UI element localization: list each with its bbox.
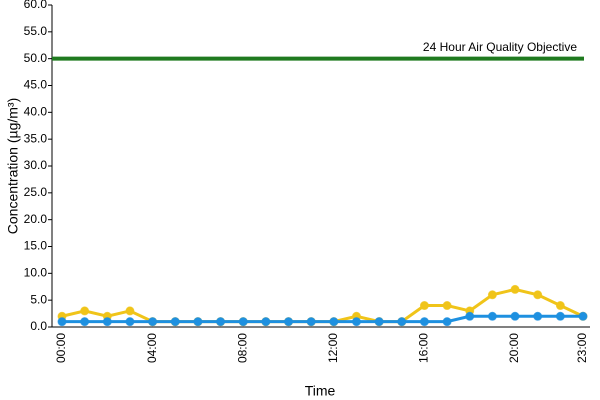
point — [397, 317, 407, 327]
x-tick-label: 08:00 — [235, 333, 249, 363]
point — [284, 317, 294, 327]
point — [442, 301, 452, 311]
point — [57, 317, 67, 327]
point — [487, 290, 497, 300]
point — [125, 317, 135, 327]
point — [555, 311, 565, 321]
y-tick-label: 40.0 — [24, 105, 48, 119]
point — [170, 317, 180, 327]
point — [261, 317, 271, 327]
y-tick-label: 25.0 — [24, 185, 48, 199]
y-tick-label: 10.0 — [24, 266, 48, 280]
objective-label: 24 Hour Air Quality Objective — [423, 40, 577, 54]
point — [510, 311, 520, 321]
point — [487, 311, 497, 321]
point — [80, 317, 90, 327]
y-tick-label: 15.0 — [24, 239, 48, 253]
point — [148, 317, 158, 327]
point — [442, 317, 452, 327]
y-tick-label: 35.0 — [24, 131, 48, 145]
x-tick-label: 20:00 — [507, 333, 521, 363]
point — [238, 317, 248, 327]
y-tick-label: 60.0 — [24, 0, 48, 11]
x-tick-label: 12:00 — [326, 333, 340, 363]
x-tick-label: 04:00 — [145, 333, 159, 363]
y-tick-label: 55.0 — [24, 24, 48, 38]
point — [419, 317, 429, 327]
point — [510, 284, 520, 294]
point — [306, 317, 316, 327]
point — [80, 306, 90, 316]
point — [102, 317, 112, 327]
x-tick-label: 23:00 — [575, 333, 589, 363]
y-axis-title: Concentration (µg/m³) — [5, 98, 21, 234]
point — [533, 311, 543, 321]
point — [465, 311, 475, 321]
point — [419, 301, 429, 311]
point — [329, 317, 339, 327]
point — [351, 317, 361, 327]
point — [578, 311, 588, 321]
point — [533, 290, 543, 300]
point — [125, 306, 135, 316]
y-tick-label: 45.0 — [24, 78, 48, 92]
y-tick-label: 5.0 — [30, 292, 47, 306]
point — [555, 301, 565, 311]
point — [216, 317, 226, 327]
point — [374, 317, 384, 327]
x-axis-title: Time — [305, 383, 336, 399]
x-tick-label: 00:00 — [54, 333, 68, 363]
point — [193, 317, 203, 327]
y-tick-label: 0.0 — [30, 319, 47, 333]
y-tick-label: 50.0 — [24, 51, 48, 65]
y-tick-label: 20.0 — [24, 212, 48, 226]
y-tick-label: 30.0 — [24, 158, 48, 172]
x-tick-label: 16:00 — [417, 333, 431, 363]
